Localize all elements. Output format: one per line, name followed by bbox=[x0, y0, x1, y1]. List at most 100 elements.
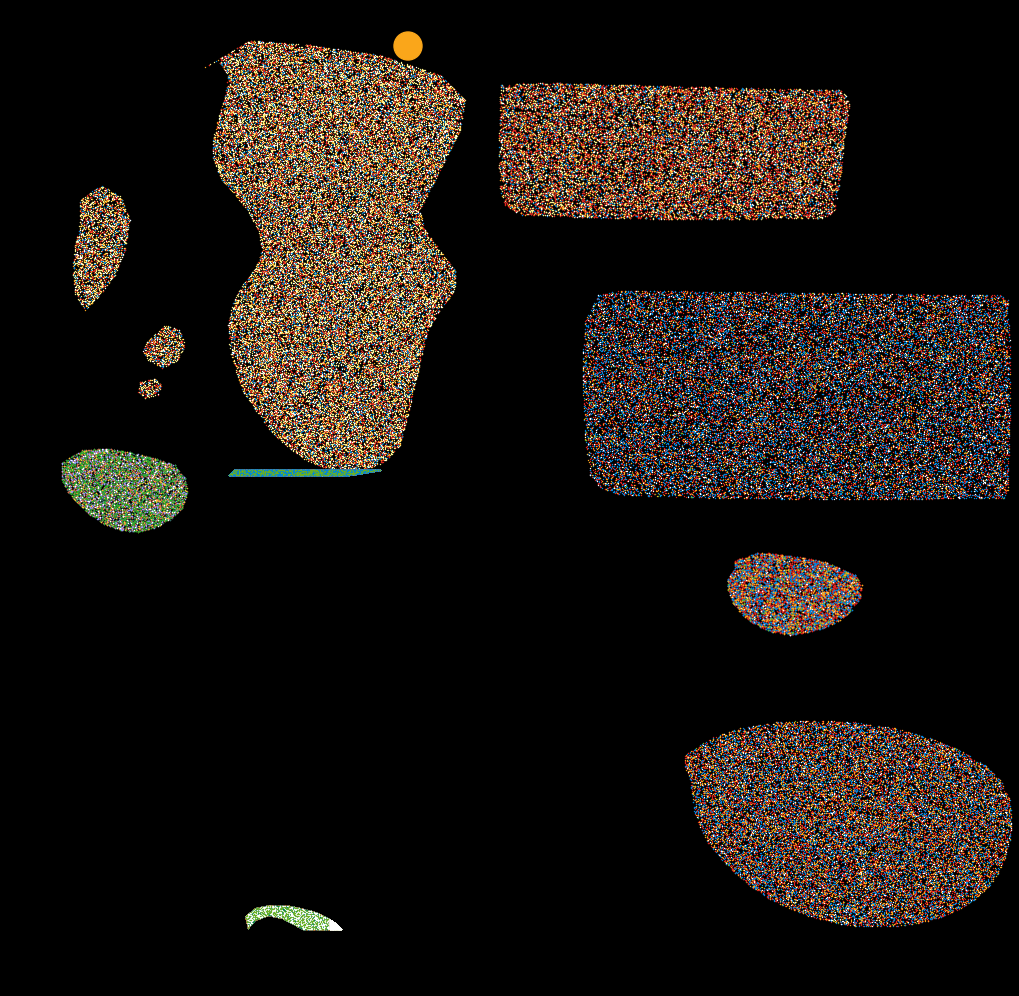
Point bbox=[322, 917, 338, 933]
Point bbox=[322, 917, 338, 933]
Point bbox=[945, 381, 961, 397]
Point bbox=[362, 96, 378, 112]
Point bbox=[267, 191, 283, 207]
Point bbox=[315, 913, 331, 929]
Point bbox=[995, 808, 1011, 824]
Point bbox=[266, 897, 282, 913]
Point bbox=[425, 267, 441, 283]
Point bbox=[125, 466, 142, 482]
Point bbox=[956, 450, 972, 466]
Point bbox=[898, 439, 914, 455]
Point bbox=[910, 813, 926, 829]
Point bbox=[948, 877, 964, 893]
Point bbox=[920, 450, 936, 466]
Point bbox=[808, 322, 824, 338]
Point bbox=[330, 921, 346, 937]
Point bbox=[638, 117, 654, 132]
Point bbox=[309, 171, 325, 187]
Point bbox=[282, 123, 299, 138]
Point bbox=[899, 291, 915, 307]
Point bbox=[660, 321, 677, 337]
Point bbox=[325, 914, 341, 930]
Point bbox=[273, 462, 289, 478]
Point bbox=[923, 308, 940, 324]
Point bbox=[659, 334, 676, 350]
Point bbox=[83, 191, 99, 207]
Point bbox=[690, 171, 706, 187]
Point bbox=[311, 919, 327, 935]
Point bbox=[300, 225, 316, 241]
Point bbox=[316, 908, 332, 924]
Point bbox=[316, 462, 332, 478]
Point bbox=[246, 64, 262, 80]
Point bbox=[352, 465, 368, 481]
Point bbox=[813, 818, 829, 834]
Point bbox=[292, 462, 309, 478]
Point bbox=[306, 138, 322, 154]
Point bbox=[755, 141, 771, 157]
Point bbox=[912, 755, 928, 771]
Point bbox=[884, 347, 901, 363]
Point bbox=[732, 563, 748, 579]
Point bbox=[322, 915, 338, 931]
Point bbox=[370, 158, 386, 174]
Point bbox=[803, 839, 819, 855]
Point bbox=[376, 350, 392, 366]
Point bbox=[270, 903, 286, 919]
Point bbox=[322, 218, 338, 234]
Point bbox=[629, 197, 645, 213]
Point bbox=[284, 465, 301, 481]
Point bbox=[324, 918, 340, 934]
Point bbox=[74, 207, 91, 223]
Point bbox=[707, 805, 723, 821]
Point bbox=[57, 453, 73, 469]
Point bbox=[784, 141, 800, 157]
Point bbox=[301, 366, 317, 381]
Point bbox=[235, 182, 252, 198]
Point bbox=[339, 460, 356, 476]
Point bbox=[302, 187, 318, 203]
Point bbox=[334, 119, 351, 134]
Point bbox=[842, 818, 858, 834]
Point bbox=[592, 155, 608, 171]
Point bbox=[986, 354, 1003, 370]
Point bbox=[694, 799, 710, 815]
Point bbox=[242, 464, 258, 480]
Point bbox=[137, 512, 153, 528]
Point bbox=[152, 501, 168, 517]
Point bbox=[949, 441, 965, 457]
Point bbox=[353, 59, 369, 75]
Point bbox=[313, 185, 329, 201]
Point bbox=[330, 919, 346, 935]
Point bbox=[810, 732, 826, 748]
Point bbox=[914, 305, 930, 321]
Point bbox=[949, 799, 965, 815]
Point bbox=[713, 834, 730, 850]
Point bbox=[218, 114, 234, 129]
Point bbox=[322, 445, 338, 461]
Point bbox=[689, 425, 705, 441]
Point bbox=[382, 401, 398, 417]
Point bbox=[769, 577, 786, 593]
Point bbox=[829, 464, 846, 480]
Point bbox=[325, 204, 341, 220]
Point bbox=[409, 199, 425, 215]
Point bbox=[868, 381, 884, 397]
Point bbox=[793, 183, 809, 199]
Point bbox=[262, 241, 278, 257]
Point bbox=[115, 212, 131, 228]
Point bbox=[293, 912, 310, 928]
Point bbox=[964, 821, 980, 837]
Point bbox=[805, 294, 821, 310]
Point bbox=[760, 859, 776, 874]
Point bbox=[351, 54, 367, 70]
Point bbox=[790, 810, 806, 826]
Point bbox=[250, 467, 266, 483]
Point bbox=[296, 905, 312, 921]
Point bbox=[606, 118, 623, 133]
Point bbox=[329, 368, 345, 383]
Point bbox=[286, 41, 303, 57]
Point bbox=[932, 748, 949, 764]
Point bbox=[249, 399, 265, 415]
Point bbox=[403, 67, 419, 83]
